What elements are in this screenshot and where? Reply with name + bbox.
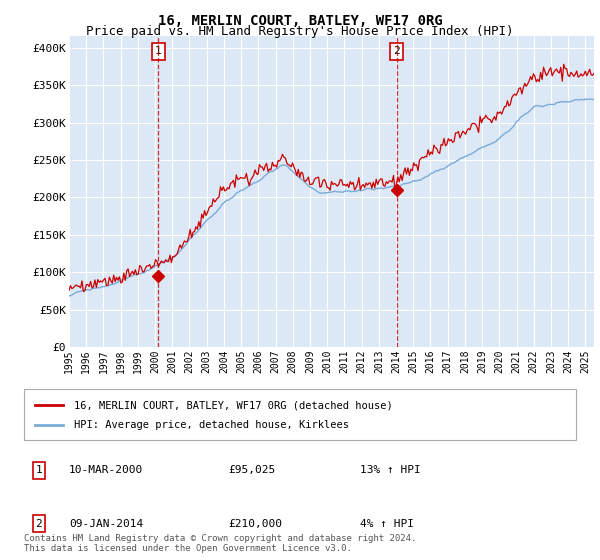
- Text: 2: 2: [393, 46, 400, 57]
- Text: 13% ↑ HPI: 13% ↑ HPI: [360, 465, 421, 475]
- Text: £95,025: £95,025: [228, 465, 275, 475]
- Text: Price paid vs. HM Land Registry's House Price Index (HPI): Price paid vs. HM Land Registry's House …: [86, 25, 514, 38]
- Text: HPI: Average price, detached house, Kirklees: HPI: Average price, detached house, Kirk…: [74, 421, 349, 431]
- Text: £210,000: £210,000: [228, 519, 282, 529]
- Text: 10-MAR-2000: 10-MAR-2000: [69, 465, 143, 475]
- Text: 09-JAN-2014: 09-JAN-2014: [69, 519, 143, 529]
- Text: 1: 1: [35, 465, 43, 475]
- Text: Contains HM Land Registry data © Crown copyright and database right 2024.
This d: Contains HM Land Registry data © Crown c…: [24, 534, 416, 553]
- Text: 2: 2: [35, 519, 43, 529]
- FancyBboxPatch shape: [24, 389, 576, 440]
- Text: 16, MERLIN COURT, BATLEY, WF17 0RG: 16, MERLIN COURT, BATLEY, WF17 0RG: [158, 14, 442, 28]
- Text: 4% ↑ HPI: 4% ↑ HPI: [360, 519, 414, 529]
- Text: 16, MERLIN COURT, BATLEY, WF17 0RG (detached house): 16, MERLIN COURT, BATLEY, WF17 0RG (deta…: [74, 400, 392, 410]
- Text: 1: 1: [155, 46, 162, 57]
